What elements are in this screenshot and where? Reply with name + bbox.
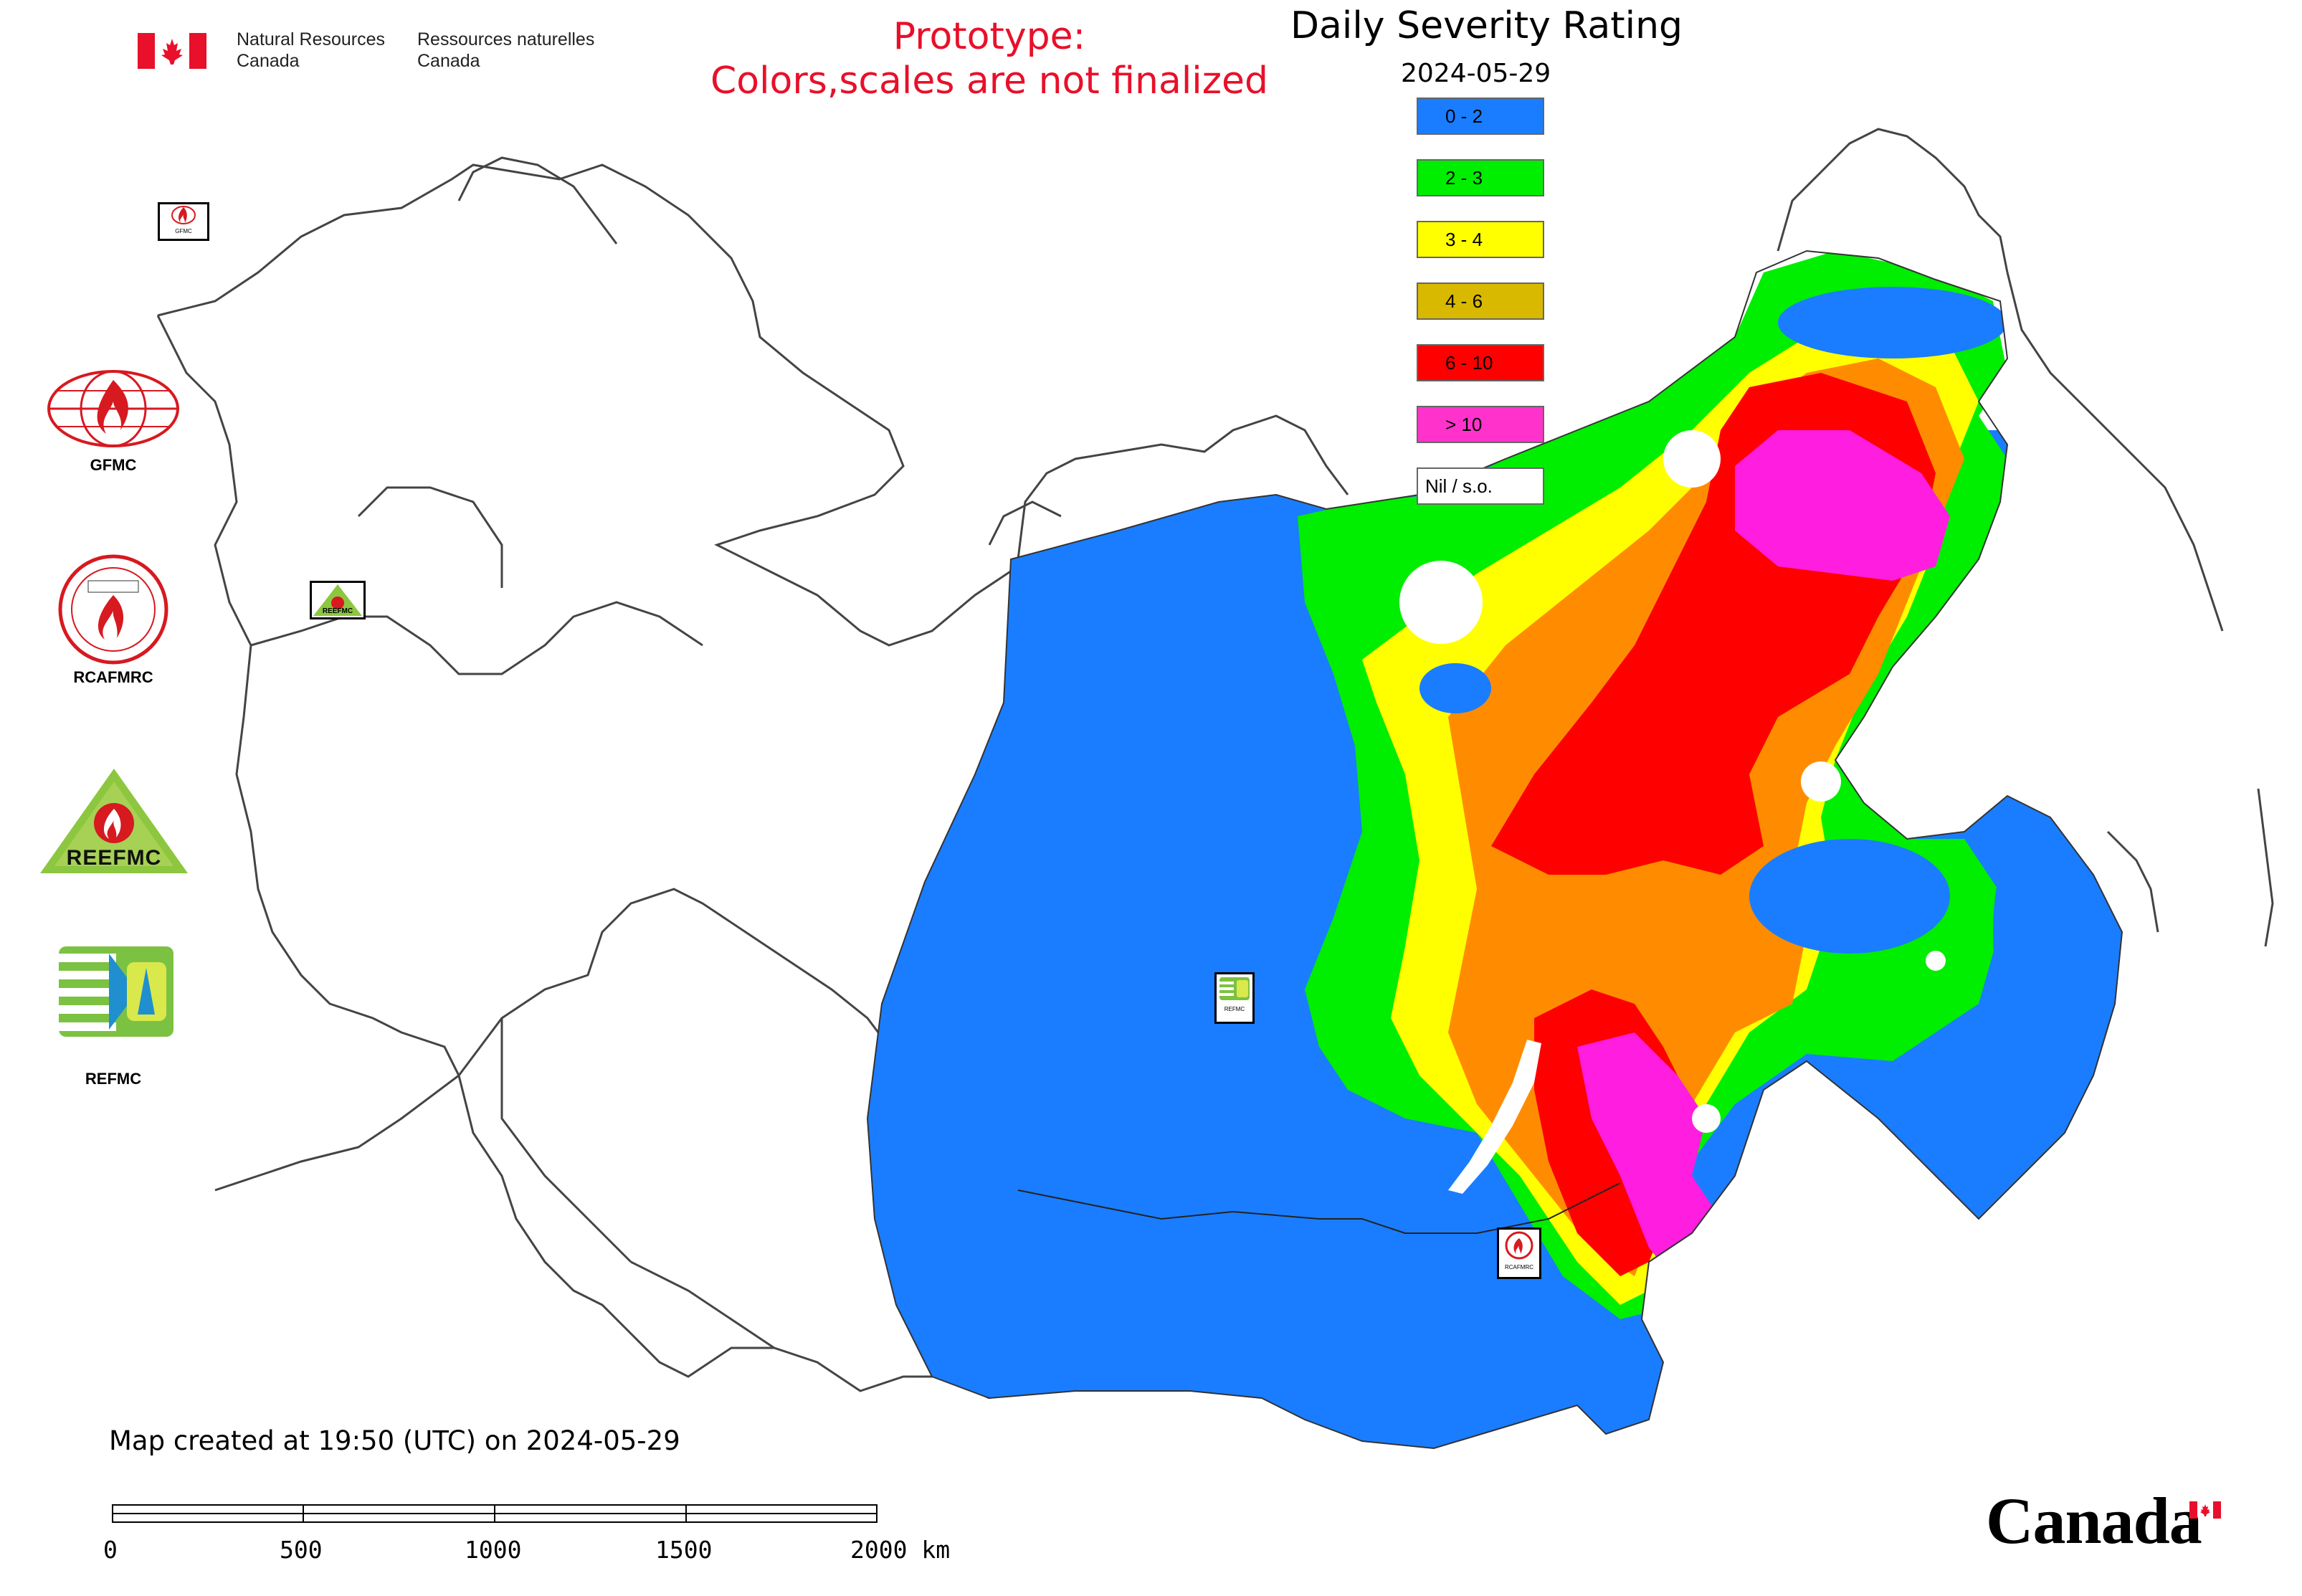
org-en-line2: Canada bbox=[237, 51, 300, 71]
gfmc-label: GFMC bbox=[90, 456, 137, 474]
org-name-fr: Ressources naturelles Canada bbox=[417, 29, 594, 72]
refmc-marker-text: REFMC bbox=[1224, 1006, 1245, 1012]
rcafmrc-marker-icon bbox=[1505, 1231, 1533, 1260]
refmc-marker-icon bbox=[1219, 977, 1250, 1000]
rcafmrc-logo bbox=[56, 552, 171, 667]
scale-label-2000: 2000 km bbox=[850, 1536, 951, 1564]
legend-item-gt-10: > 10 bbox=[1417, 406, 1544, 443]
refmc-map-marker[interactable]: REFMC bbox=[1214, 972, 1255, 1024]
canada-flag-icon bbox=[138, 33, 206, 69]
scale-label-1500: 1500 bbox=[655, 1536, 713, 1564]
legend-item-nil: Nil / s.o. bbox=[1417, 467, 1544, 505]
reefmc-wordmark-text: REEFMC bbox=[66, 846, 162, 870]
country-outlines bbox=[156, 128, 2274, 1400]
reefmc-logo bbox=[37, 766, 191, 873]
org-fr-line2: Canada bbox=[417, 51, 480, 71]
scale-bar bbox=[112, 1504, 879, 1524]
reefmc-wordmark: REEFMC bbox=[37, 846, 191, 870]
legend-item-2-3: 2 - 3 bbox=[1417, 159, 1544, 196]
reefmc-marker-text: REEFMC bbox=[322, 607, 353, 615]
prototype-line1: Prototype: bbox=[893, 15, 1086, 58]
rcafmrc-marker-text: RCAFMRC bbox=[1505, 1264, 1533, 1270]
severity-raster bbox=[867, 251, 2122, 1448]
rcafmrc-label: RCAFMRC bbox=[73, 668, 153, 686]
org-en-line1: Natural Resources bbox=[237, 29, 386, 49]
gfmc-marker-icon bbox=[171, 206, 196, 224]
map-created-note: Map created at 19:50 (UTC) on 2024-05-29 bbox=[109, 1425, 680, 1456]
canada-wordmark-flag-icon bbox=[2189, 1501, 2221, 1519]
legend-item-4-6: 4 - 6 bbox=[1417, 282, 1544, 320]
reefmc-map-marker[interactable]: REEFMC bbox=[310, 581, 366, 619]
map-date: 2024-05-29 bbox=[1401, 59, 1551, 88]
map-title: Daily Severity Rating bbox=[1290, 4, 1683, 47]
gfmc-marker-text: GFMC bbox=[175, 228, 192, 234]
domain-outline bbox=[866, 250, 2123, 1450]
legend-item-3-4: 3 - 4 bbox=[1417, 221, 1544, 258]
scale-label-1000: 1000 bbox=[465, 1536, 522, 1564]
prototype-line2: Colors,scales are not finalized bbox=[710, 60, 1269, 103]
org-fr-line1: Ressources naturelles bbox=[417, 29, 595, 49]
lake-baikal bbox=[1448, 1040, 1541, 1194]
refmc-label: REFMC bbox=[85, 1070, 142, 1088]
scale-label-500: 500 bbox=[280, 1536, 323, 1564]
gfmc-logo bbox=[42, 366, 185, 452]
org-name-en: Natural Resources Canada bbox=[237, 29, 385, 72]
refmc-logo bbox=[59, 946, 173, 1037]
legend-item-0-2: 0 - 2 bbox=[1417, 98, 1544, 135]
scale-label-0: 0 bbox=[103, 1536, 118, 1564]
rcafmrc-map-marker[interactable]: RCAFMRC bbox=[1497, 1227, 1541, 1279]
gfmc-map-marker[interactable]: GFMC bbox=[158, 202, 209, 241]
legend-item-6-10: 6 - 10 bbox=[1417, 344, 1544, 381]
prototype-notice: Prototype: Colors,scales are not finaliz… bbox=[674, 14, 1305, 103]
reefmc-marker-icon bbox=[313, 584, 362, 616]
canada-wordmark: Canada bbox=[1986, 1484, 2202, 1557]
